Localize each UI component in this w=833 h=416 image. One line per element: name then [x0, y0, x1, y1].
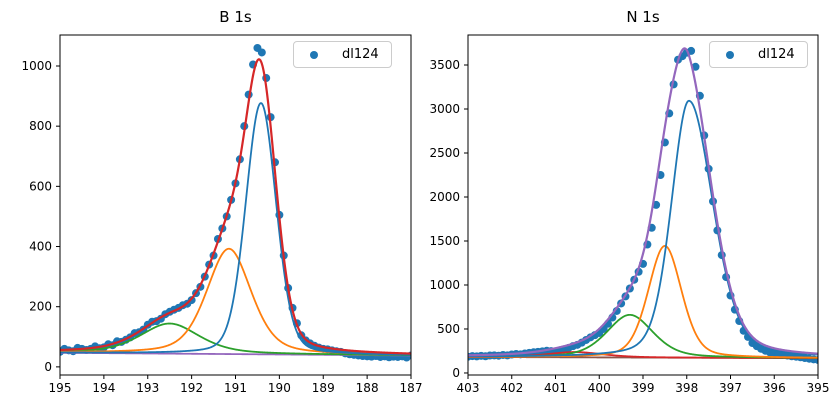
axes-spines [59, 34, 412, 376]
plot-title-n1s: N 1s [626, 8, 660, 26]
x-tick-label: 402 [500, 381, 523, 395]
x-tick-label: 395 [807, 381, 830, 395]
x-tick-label: 397 [719, 381, 742, 395]
legend-box-n1s: dl124 [709, 41, 808, 68]
y-tick-label: 2500 [429, 146, 460, 160]
x-tick-label: 398 [675, 381, 698, 395]
y-tick-label: 3500 [429, 58, 460, 72]
x-tick-label: 401 [544, 381, 567, 395]
fit-component-blue [468, 99, 818, 358]
x-tick-label: 188 [356, 381, 379, 395]
fit-total [60, 58, 411, 355]
x-tick-label: 191 [224, 381, 247, 395]
y-tick-label: 600 [29, 179, 52, 193]
scatter-series-dl124 [60, 43, 411, 362]
legend-box-b1s: dl124 [293, 41, 392, 68]
x-tick-label: 400 [588, 381, 611, 395]
x-tick-label: 192 [180, 381, 203, 395]
plot-title-b1s: B 1s [219, 8, 252, 26]
y-tick-label: 1000 [429, 278, 460, 292]
y-tick-label: 400 [29, 240, 52, 254]
y-tick-label: 200 [29, 300, 52, 314]
x-tick-label: 195 [49, 381, 72, 395]
x-tick-label: 399 [632, 381, 655, 395]
plot-area [468, 46, 818, 364]
fit-component-blue [60, 102, 411, 356]
x-tick-label: 190 [268, 381, 291, 395]
y-tick-label: 0 [452, 366, 460, 380]
x-axis: 195 194 193 192 191 190 189 188 187 [49, 375, 423, 395]
x-tick-label: 194 [92, 381, 115, 395]
subplot-b1s: 195 194 193 192 191 190 189 188 187 0 200 400 600 800… [21, 34, 423, 395]
y-axis: 0 500 1000 1500 2000 2500 3000 3500 [429, 58, 468, 380]
x-tick-label: 403 [457, 381, 480, 395]
y-tick-label: 1500 [429, 234, 460, 248]
y-axis: 0 200 400 600 800 1000 [21, 59, 60, 374]
fit-component-green [60, 322, 411, 357]
x-tick-label: 396 [763, 381, 786, 395]
y-tick-label: 0 [44, 360, 52, 374]
axes-spines [467, 34, 819, 376]
legend-label: dl124 [758, 47, 795, 62]
fit-component-orange [60, 247, 411, 356]
subplot-n1s: 403 402 401 400 399 398 397 396 395 0 500 1000 1500 2… [429, 34, 830, 395]
scatter-series-dl124 [468, 46, 818, 364]
scatter-point [257, 48, 266, 57]
y-tick-label: 2000 [429, 190, 460, 204]
fit-total [468, 47, 818, 357]
x-tick-label: 189 [312, 381, 335, 395]
y-tick-label: 500 [437, 322, 460, 336]
plot-area [60, 43, 411, 362]
y-tick-label: 1000 [21, 59, 52, 73]
legend-marker-dot [310, 50, 318, 59]
x-tick-label: 187 [400, 381, 423, 395]
legend-label: dl124 [342, 47, 379, 62]
x-axis: 403 402 401 400 399 398 397 396 395 [457, 375, 830, 395]
y-tick-label: 3000 [429, 102, 460, 116]
x-tick-label: 193 [136, 381, 159, 395]
y-tick-label: 800 [29, 119, 52, 133]
legend-marker-dot [726, 50, 734, 59]
